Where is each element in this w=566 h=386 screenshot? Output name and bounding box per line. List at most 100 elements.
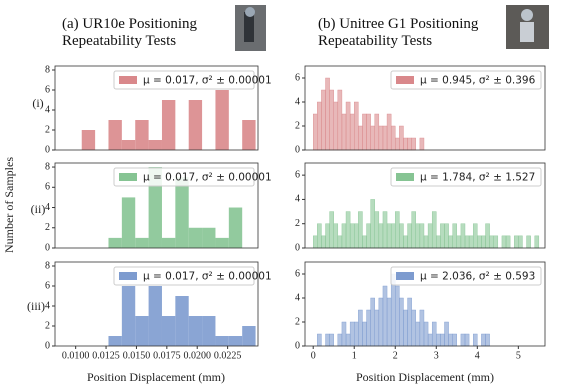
bar	[518, 235, 523, 249]
legend-swatch	[396, 272, 414, 280]
y-tick-label: 4	[45, 104, 50, 115]
bar	[440, 333, 445, 347]
bar	[382, 125, 388, 151]
bar	[534, 235, 540, 249]
bar	[317, 101, 322, 151]
bar	[526, 235, 531, 249]
x-tick-label: 0	[311, 350, 316, 361]
bar	[382, 211, 388, 249]
bar	[423, 321, 429, 347]
bar	[399, 223, 404, 249]
bar	[358, 211, 363, 249]
bar	[215, 90, 229, 150]
y-tick-label: 4	[295, 96, 300, 107]
bar	[188, 316, 203, 346]
bar	[362, 321, 367, 347]
bar	[473, 333, 478, 347]
bar	[354, 321, 359, 347]
bar	[337, 235, 343, 249]
bar	[317, 333, 322, 347]
y-tick-label: 8	[45, 161, 50, 172]
y-tick-label: 0	[45, 144, 50, 155]
bar	[228, 336, 243, 346]
y-tick-label: 0	[45, 242, 50, 253]
bar	[345, 333, 351, 347]
y-tick-label: 2	[295, 218, 300, 229]
y-tick-label: 0	[295, 340, 300, 351]
bar	[395, 137, 400, 151]
x-axis-label: Position Displacement (mm)	[356, 370, 494, 384]
bar	[349, 321, 355, 347]
y-tick-label: 6	[45, 182, 50, 193]
legend-label: μ = 1.784, σ² ± 1.527	[420, 172, 535, 184]
y-tick-label: 2	[45, 320, 50, 331]
bar	[473, 223, 478, 249]
bar	[419, 309, 425, 347]
bar	[514, 235, 519, 249]
bar	[362, 113, 367, 151]
bar	[329, 89, 334, 151]
axes-frame	[304, 261, 546, 347]
bar	[419, 223, 425, 249]
x-tick-label: 0.0200	[183, 350, 211, 361]
axes-frame	[54, 162, 259, 249]
y-tick-label: 6	[45, 280, 50, 291]
bar	[456, 235, 462, 249]
bar	[464, 333, 470, 347]
legend-box	[390, 70, 542, 90]
bar	[108, 237, 122, 248]
axes-frame	[54, 261, 259, 347]
y-tick-label: 2	[295, 316, 300, 327]
bar	[378, 125, 384, 151]
bar	[341, 321, 347, 347]
bar	[135, 120, 149, 150]
bar	[390, 223, 396, 249]
x-axis-label: Position Displacement (mm)	[87, 370, 225, 384]
bar	[333, 223, 339, 249]
bar	[366, 309, 371, 347]
legend-label: μ = 0.945, σ² ± 0.396	[420, 75, 536, 87]
bar	[370, 125, 375, 151]
bar	[444, 223, 449, 249]
legend-swatch	[119, 272, 137, 280]
x-tick-label: 2	[393, 350, 398, 361]
robot-photo	[506, 5, 549, 49]
bar	[411, 211, 416, 249]
bar	[188, 100, 203, 150]
bar	[161, 237, 176, 248]
bar	[313, 113, 318, 151]
bar	[148, 167, 162, 248]
bar	[505, 235, 511, 249]
y-tick-label: 6	[295, 169, 300, 180]
x-tick-label: 3	[434, 350, 439, 361]
bar	[390, 125, 396, 151]
axes-frame	[304, 65, 546, 151]
y-tick-label: 4	[295, 194, 300, 205]
bar	[175, 296, 189, 346]
axes-frame	[304, 162, 546, 249]
bar	[215, 336, 229, 346]
bar	[399, 125, 404, 151]
bar	[386, 113, 392, 151]
y-axis-label: Number of Samples	[2, 157, 16, 253]
bar	[325, 333, 330, 347]
bar	[242, 326, 256, 346]
bar	[378, 223, 384, 249]
y-tick-label: 0	[295, 144, 300, 155]
y-tick-label: 0	[45, 340, 50, 351]
bar	[161, 316, 176, 346]
bar	[161, 100, 176, 150]
bar	[313, 235, 318, 249]
bar	[321, 89, 326, 151]
bar	[148, 286, 162, 346]
bar	[108, 120, 122, 150]
bar	[423, 235, 429, 249]
bar	[337, 333, 343, 347]
row-label: (i)	[32, 96, 43, 110]
bar	[403, 309, 408, 347]
bar	[374, 211, 380, 249]
y-tick-label: 8	[45, 260, 50, 271]
bar	[354, 223, 359, 249]
y-tick-label: 6	[295, 268, 300, 279]
